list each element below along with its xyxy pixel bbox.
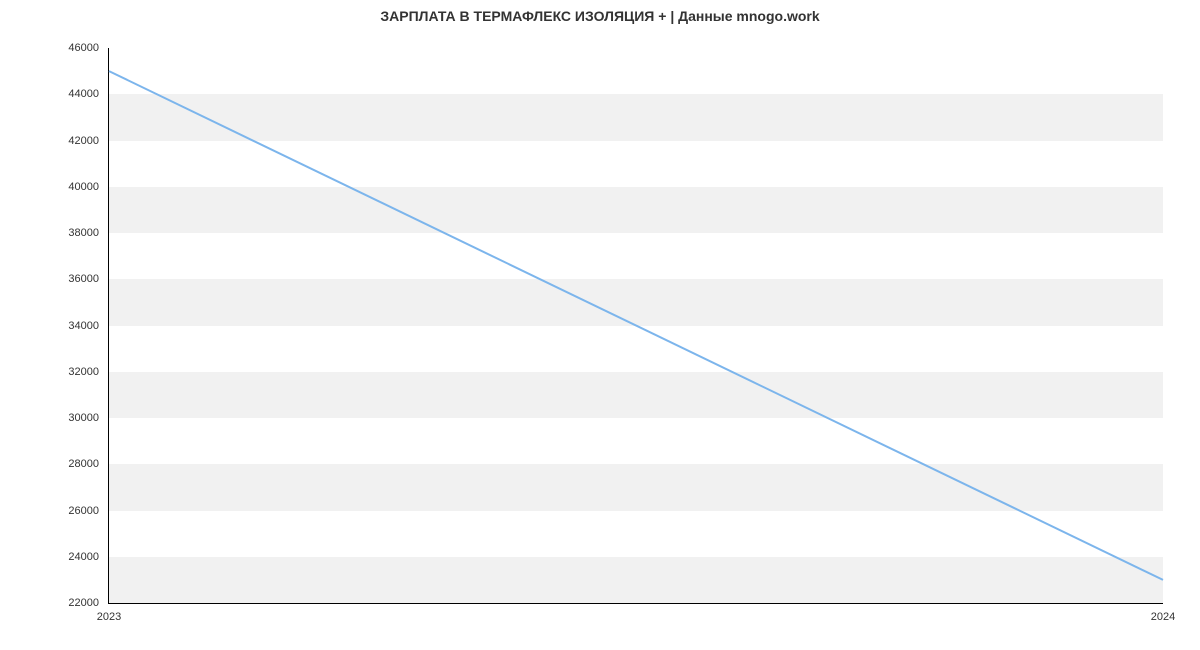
series-line: [109, 48, 1163, 603]
x-tick-label: 2024: [1151, 603, 1175, 623]
y-tick-label: 44000: [68, 88, 109, 100]
series-polyline: [109, 71, 1163, 580]
y-tick-label: 46000: [68, 42, 109, 54]
chart-title: ЗАРПЛАТА В ТЕРМАФЛЕКС ИЗОЛЯЦИЯ + | Данны…: [0, 8, 1200, 24]
x-tick-label: 2023: [97, 603, 121, 623]
plot-area: 2200024000260002800030000320003400036000…: [108, 48, 1163, 604]
y-tick-label: 38000: [68, 227, 109, 239]
y-tick-label: 36000: [68, 273, 109, 285]
y-tick-label: 30000: [68, 412, 109, 424]
y-tick-label: 34000: [68, 320, 109, 332]
y-tick-label: 40000: [68, 181, 109, 193]
salary-line-chart: ЗАРПЛАТА В ТЕРМАФЛЕКС ИЗОЛЯЦИЯ + | Данны…: [0, 0, 1200, 650]
y-tick-label: 24000: [68, 551, 109, 563]
y-tick-label: 28000: [68, 458, 109, 470]
y-tick-label: 26000: [68, 505, 109, 517]
y-tick-label: 42000: [68, 135, 109, 147]
y-tick-label: 32000: [68, 366, 109, 378]
